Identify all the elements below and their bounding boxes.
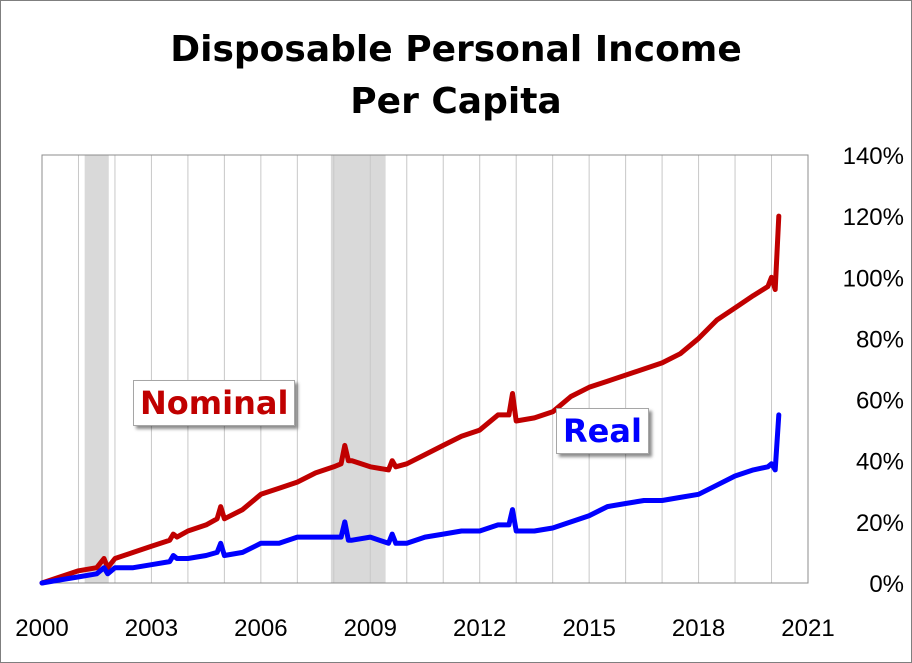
y-tick-label: 0% xyxy=(869,571,904,598)
y-tick-label: 100% xyxy=(843,265,904,292)
chart-title-line1: Disposable Personal Income xyxy=(170,29,742,70)
y-tick-label: 60% xyxy=(856,388,904,415)
chart-title-line2: Per Capita xyxy=(350,81,562,122)
plot-border xyxy=(41,154,809,584)
series-label-real: Real xyxy=(556,408,649,454)
plot-area xyxy=(42,155,808,583)
x-tick-label: 2021 xyxy=(781,615,834,642)
y-tick-label: 80% xyxy=(856,326,904,353)
series-line-real xyxy=(39,412,782,586)
x-tick-label: 2003 xyxy=(125,615,178,642)
y-tick-label: 140% xyxy=(843,143,904,170)
recession-band-1 xyxy=(330,155,386,583)
x-tick-label: 2018 xyxy=(672,615,725,642)
series-line-nominal xyxy=(39,213,782,586)
x-tick-label: 2015 xyxy=(562,615,615,642)
y-tick-label: 40% xyxy=(856,449,904,476)
x-tick-label: 2006 xyxy=(234,615,287,642)
series-label-nominal: Nominal xyxy=(133,380,296,426)
x-tick-label: 2009 xyxy=(344,615,397,642)
x-tick-label: 2012 xyxy=(453,615,506,642)
x-tick-label: 2000 xyxy=(15,615,68,642)
recession-band-0 xyxy=(84,155,109,583)
y-tick-label: 120% xyxy=(843,204,904,231)
y-tick-label: 20% xyxy=(856,510,904,537)
chart-title: Disposable Personal Income Per Capita xyxy=(0,24,912,128)
